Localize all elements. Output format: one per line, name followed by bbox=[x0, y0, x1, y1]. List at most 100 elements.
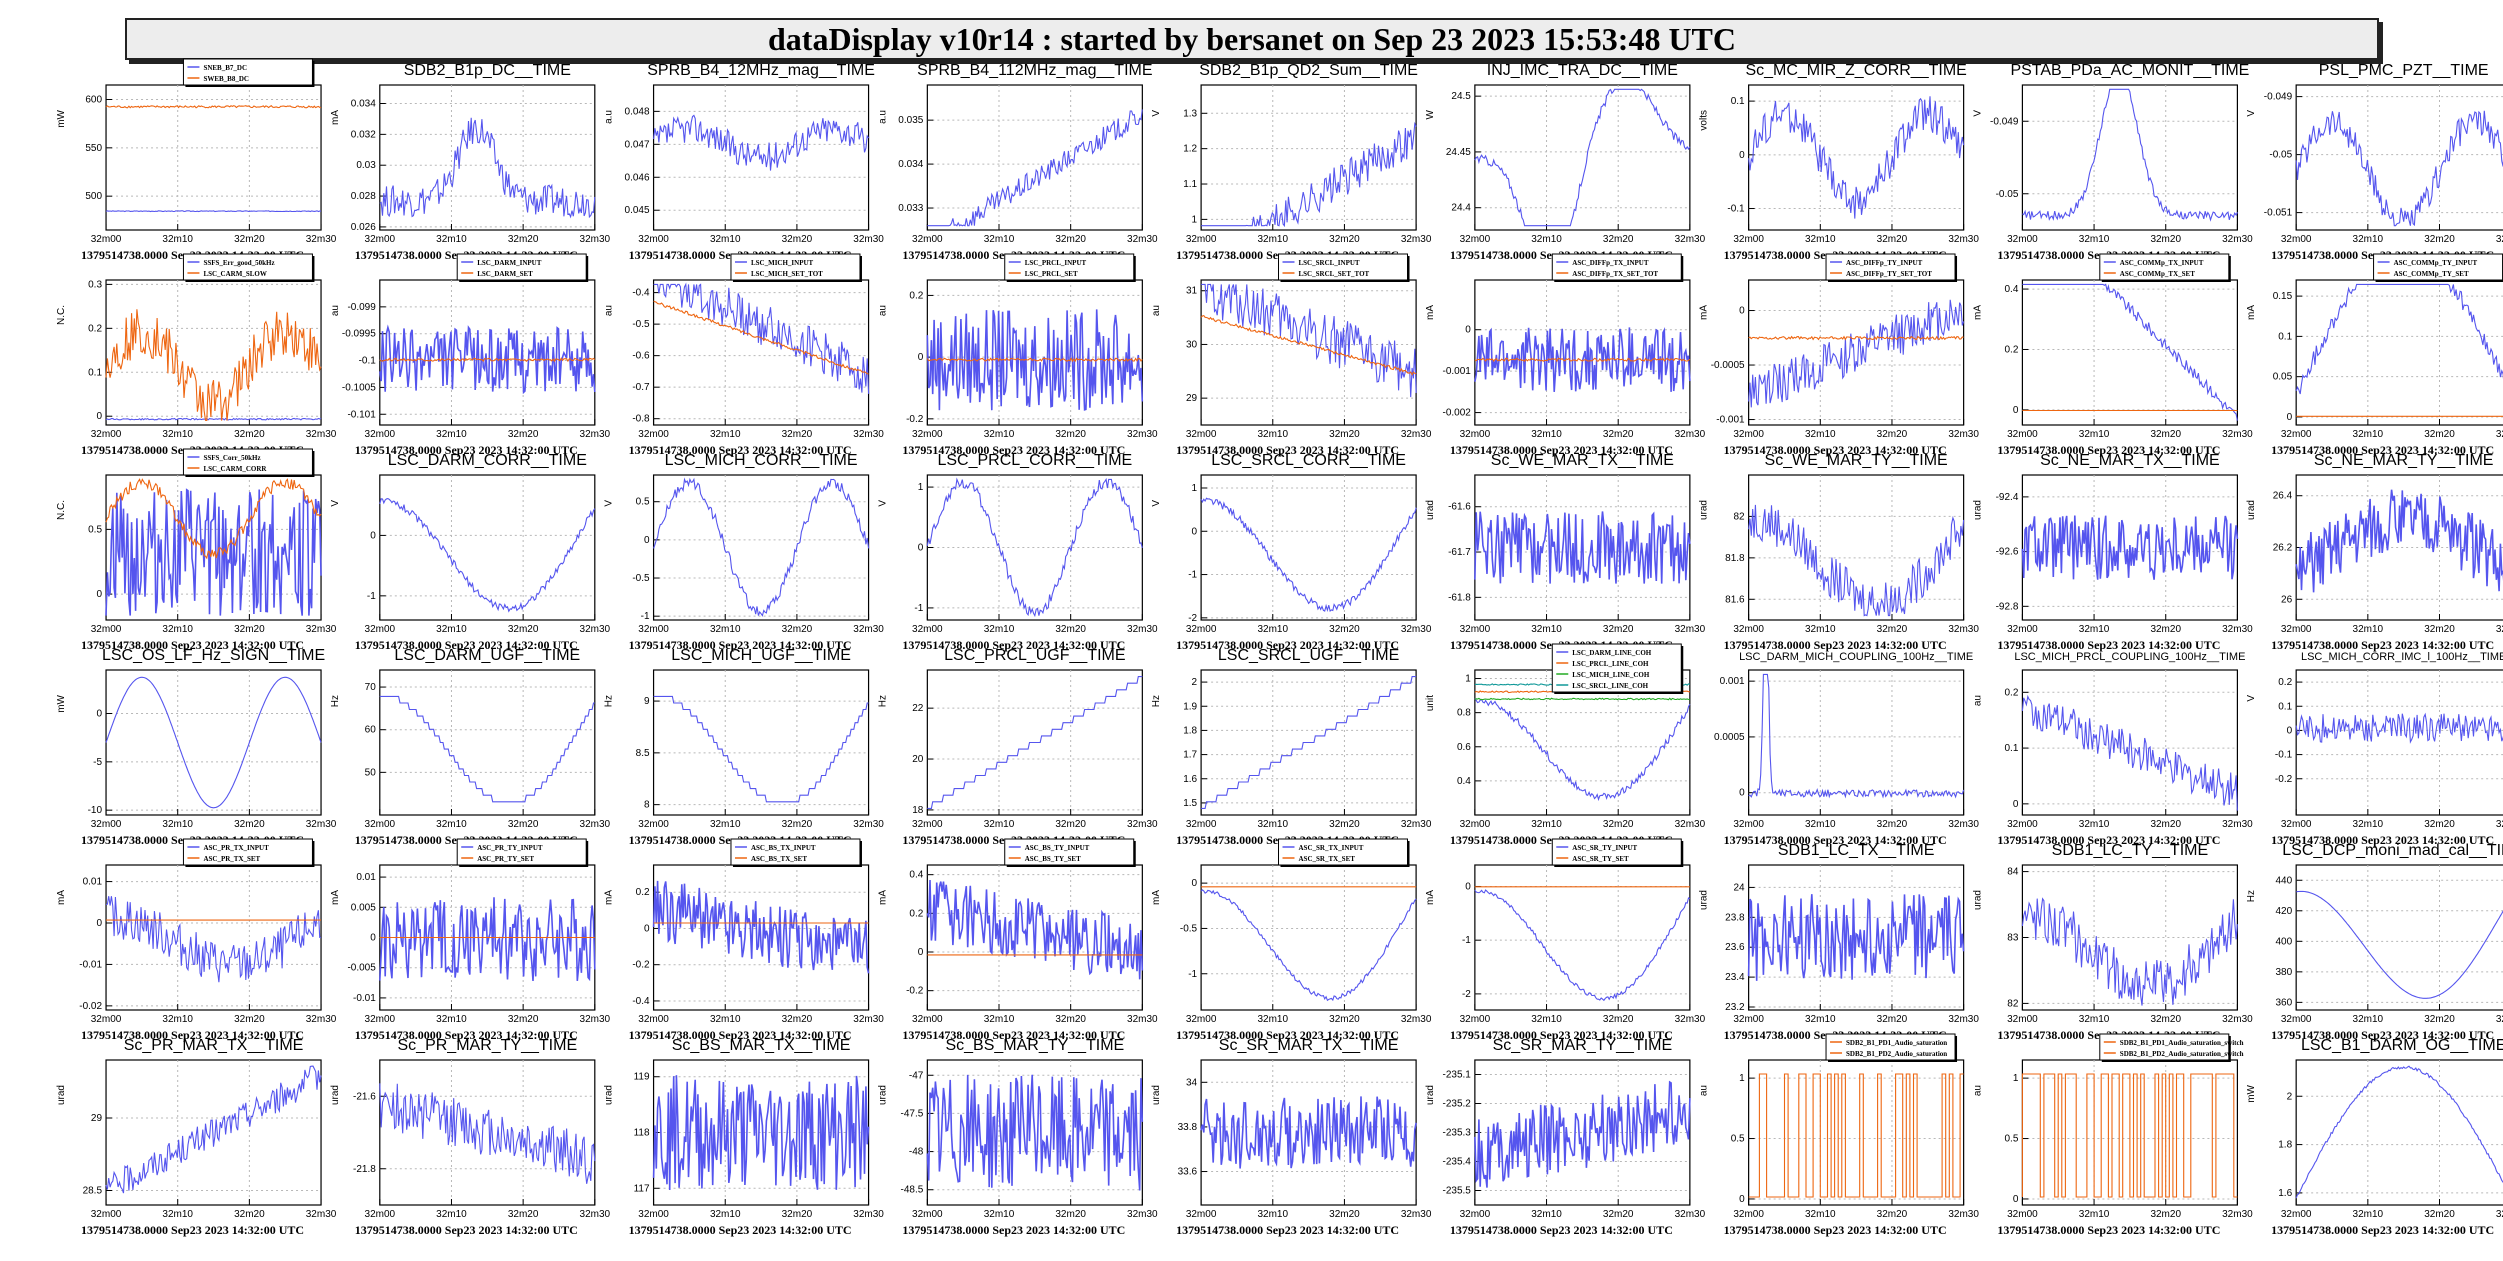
x-tick-label: 32m20 bbox=[508, 1014, 539, 1025]
x-tick-label: 32m30 bbox=[2496, 1014, 2503, 1025]
panel-title: Sc_PR_MAR_TY__TIME bbox=[398, 1037, 578, 1054]
timestamp-label: 1379514738.0000 Sep23 2023 14:32:00 UTC bbox=[1997, 833, 2220, 847]
y-tick-label: 0 bbox=[1739, 1194, 1745, 1205]
x-tick-label: 32m10 bbox=[1531, 234, 1562, 245]
legend-entry: SSFS_Corr_50kHz bbox=[203, 454, 260, 462]
x-tick-label: 32m10 bbox=[984, 624, 1015, 635]
legend-entry: ASC_SR_TX_INPUT bbox=[1299, 844, 1364, 852]
series-line-1 bbox=[379, 117, 596, 219]
y-tick-label: -21.8 bbox=[353, 1164, 376, 1175]
x-tick-label: 32m20 bbox=[1055, 234, 1086, 245]
x-tick-label: 32m30 bbox=[1127, 234, 1158, 245]
series-line-1 bbox=[2296, 890, 2503, 999]
x-tick-label: 32m30 bbox=[2222, 1209, 2253, 1220]
y-tick-label: 0.034 bbox=[351, 99, 376, 110]
panel-38: mA -0.01 -0.005 0 0.005 0.01 32m00 32m10 32m20 32… bbox=[330, 838, 611, 1042]
y-axis-label: V bbox=[877, 500, 888, 507]
x-tick-label: 32m20 bbox=[2150, 819, 2181, 830]
x-tick-label: 32m00 bbox=[1733, 624, 1764, 635]
x-tick-label: 32m30 bbox=[2222, 1014, 2253, 1025]
legend-box bbox=[730, 838, 861, 866]
legend-entry: SNEB_B7_DC bbox=[203, 64, 247, 72]
timestamp-label: 1379514738.0000 Sep23 2023 14:32:00 UTC bbox=[1724, 833, 1947, 847]
panel-title: LSC_MICH_PRCL_COUPLING_100Hz__TIME bbox=[2014, 651, 2245, 663]
x-tick-label: 32m30 bbox=[1948, 1209, 1979, 1220]
panel-title: LSC_SRCL_CORR__TIME bbox=[1211, 452, 1406, 469]
y-tick-label: -0.2 bbox=[632, 960, 650, 971]
y-tick-label: -235.1 bbox=[1443, 1070, 1472, 1081]
panel-title: LSC_DARM_UGF__TIME bbox=[394, 647, 580, 664]
x-tick-label: 32m10 bbox=[1805, 1209, 1836, 1220]
y-tick-label: 0.1 bbox=[2278, 331, 2292, 342]
y-tick-label: -0.01 bbox=[353, 993, 376, 1004]
y-tick-label: 0.026 bbox=[351, 222, 376, 233]
plot-frame bbox=[1748, 279, 1965, 426]
x-tick-label: 32m20 bbox=[1329, 624, 1360, 635]
y-tick-label: -48.5 bbox=[901, 1185, 924, 1196]
x-tick-label: 32m10 bbox=[1805, 1014, 1836, 1025]
x-tick-label: 32m30 bbox=[2222, 624, 2253, 635]
y-tick-label: 0.1 bbox=[88, 367, 102, 378]
y-axis-label: V bbox=[2246, 110, 2257, 117]
legend-entry: SDB2_B1_PD2_Audio_saturation bbox=[1846, 1050, 1947, 1058]
x-tick-label: 32m10 bbox=[436, 819, 467, 830]
y-tick-label: 1.6 bbox=[1183, 774, 1197, 785]
y-tick-label: -1 bbox=[1188, 570, 1197, 581]
y-tick-label: -0.0995 bbox=[342, 329, 376, 340]
y-tick-label: -0.8 bbox=[632, 414, 650, 425]
x-tick-label: 32m20 bbox=[2424, 429, 2455, 440]
y-tick-label: -0.5 bbox=[632, 319, 650, 330]
y-tick-label: 0 bbox=[96, 411, 102, 422]
panel-28: LSC_OS_LF_Hz_SIGN__TIME mW -10 -5 0 32m00 32m1… bbox=[56, 647, 337, 847]
x-tick-label: 32m20 bbox=[1603, 234, 1634, 245]
panel-54: LSC_B1_DARM_OG__TIME mW 1.6 1.8 2 32m00 32m10 3… bbox=[2246, 1037, 2503, 1237]
y-tick-label: 0.01 bbox=[83, 877, 103, 888]
plot-frame bbox=[652, 474, 870, 621]
timestamp-label: 1379514738.0000 Sep23 2023 14:32:00 UTC bbox=[1176, 1223, 1399, 1237]
legend-box bbox=[182, 58, 313, 86]
x-tick-label: 32m30 bbox=[580, 429, 611, 440]
series-line-2 bbox=[1474, 357, 1691, 363]
series-line-1 bbox=[379, 695, 595, 803]
timestamp-label: 1379514738.0000 Sep23 2023 14:32:00 UTC bbox=[629, 1028, 852, 1042]
y-tick-label: 83 bbox=[2007, 933, 2019, 944]
y-tick-label: 0 bbox=[1739, 788, 1745, 799]
y-axis-label: urad bbox=[1972, 890, 1983, 910]
y-axis-label: mA bbox=[1151, 890, 1162, 905]
timestamp-label: 1379514738.0000 Sep23 2023 14:32:00 UTC bbox=[902, 1028, 1125, 1042]
x-tick-label: 32m20 bbox=[2424, 624, 2455, 635]
x-tick-label: 32m00 bbox=[912, 234, 943, 245]
x-tick-label: 32m00 bbox=[1460, 1014, 1491, 1025]
timestamp-label: 1379514738.0000 Sep23 2023 14:32:00 UTC bbox=[1997, 1223, 2220, 1237]
x-tick-label: 32m20 bbox=[1877, 1014, 1908, 1025]
y-tick-label: 0.01 bbox=[356, 872, 376, 883]
y-tick-label: 0.046 bbox=[625, 172, 650, 183]
x-tick-label: 32m30 bbox=[1948, 234, 1979, 245]
series-line-1 bbox=[105, 417, 322, 421]
y-axis-label: volts bbox=[1699, 110, 1710, 131]
legend-entry: LSC_DARM_LINE_COH bbox=[1572, 649, 1652, 657]
x-tick-label: 32m20 bbox=[2150, 429, 2181, 440]
x-tick-label: 32m00 bbox=[2007, 1014, 2038, 1025]
y-tick-label: 0.3 bbox=[88, 279, 102, 290]
x-tick-label: 32m00 bbox=[1733, 819, 1764, 830]
y-axis-label: Hz bbox=[877, 695, 888, 707]
x-tick-label: 32m30 bbox=[853, 819, 884, 830]
y-axis-label: Hz bbox=[330, 695, 341, 707]
x-tick-label: 32m10 bbox=[436, 1209, 467, 1220]
panel-title: LSC_PRCL_UGF__TIME bbox=[944, 647, 1125, 664]
y-tick-label: 0 bbox=[1192, 526, 1198, 537]
x-tick-label: 32m20 bbox=[1603, 429, 1634, 440]
timestamp-label: 1379514738.0000 Sep23 2023 14:32:00 UTC bbox=[81, 638, 304, 652]
y-tick-label: 70 bbox=[365, 682, 377, 693]
plot-frame bbox=[1748, 474, 1965, 621]
legend-entry: LSC_MICH_LINE_COH bbox=[1572, 671, 1650, 679]
timestamp-label: 1379514738.0000 Sep23 2023 14:32:00 UTC bbox=[1176, 443, 1399, 457]
series-line-1 bbox=[926, 879, 1144, 980]
y-tick-label: -1 bbox=[367, 591, 376, 602]
series-line-1 bbox=[2295, 712, 2503, 744]
x-tick-label: 32m10 bbox=[162, 1014, 193, 1025]
panel-title: LSC_SRCL_UGF__TIME bbox=[1218, 647, 1399, 664]
x-tick-label: 32m10 bbox=[1257, 1209, 1288, 1220]
